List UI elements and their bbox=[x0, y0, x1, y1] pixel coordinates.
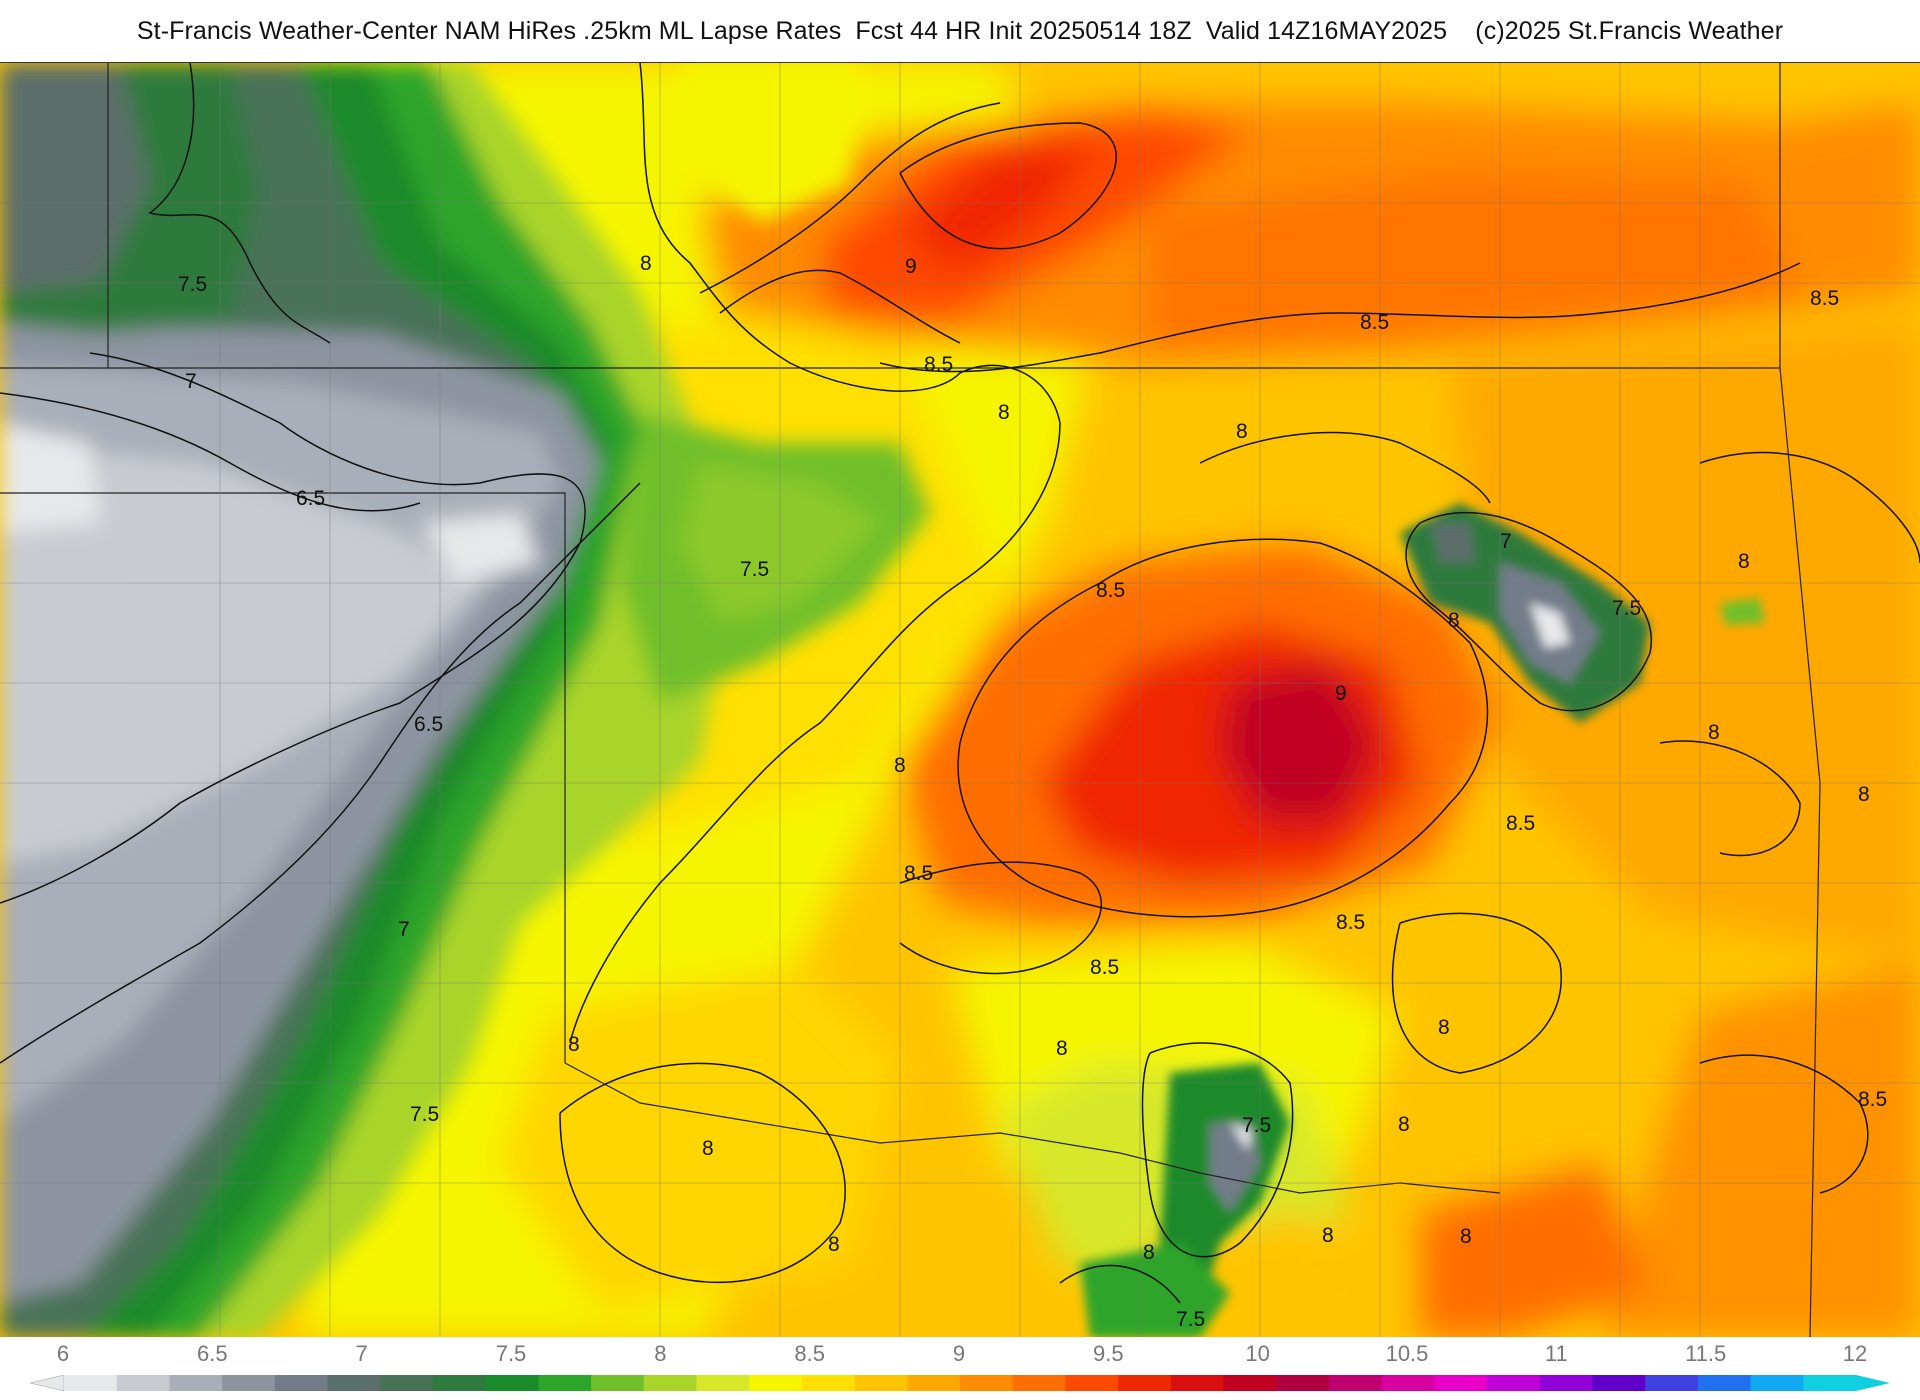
contour-label: 8 bbox=[1398, 1113, 1410, 1136]
colorbar-swatch bbox=[64, 1375, 118, 1391]
colorbar-swatch bbox=[591, 1375, 645, 1391]
county-lines bbox=[0, 63, 1920, 1338]
contour-label: 9 bbox=[1335, 682, 1347, 705]
legend-tick-label: 7.5 bbox=[495, 1341, 527, 1366]
contour-label: 8 bbox=[702, 1137, 714, 1160]
colorbar-swatch bbox=[1592, 1375, 1646, 1391]
west-gradient bbox=[0, 63, 930, 1338]
contour-label: 8.5 bbox=[924, 353, 953, 376]
contour-label: 8 bbox=[640, 252, 652, 275]
legend-tick-label: 11 bbox=[1544, 1341, 1568, 1366]
colorbar-swatch bbox=[696, 1375, 750, 1391]
colorbar-swatch bbox=[1487, 1375, 1541, 1391]
contour-label: 7 bbox=[398, 918, 410, 941]
colorbar-swatch bbox=[327, 1375, 381, 1391]
colorbar-swatch bbox=[1223, 1375, 1277, 1391]
contour-label-layer: 7.5 7 8 9 8.5 8 8.5 8.5 6.5 8 7.5 8.5 9 … bbox=[178, 252, 1887, 1331]
colorbar-swatch bbox=[643, 1375, 697, 1391]
colorbar-swatch bbox=[222, 1375, 276, 1391]
legend-tick-label: 8 bbox=[654, 1341, 667, 1366]
map-panel[interactable]: 7.5 7 8 9 8.5 8 8.5 8.5 6.5 8 7.5 8.5 9 … bbox=[0, 62, 1920, 1338]
colorbar-max-arrow bbox=[1856, 1375, 1890, 1391]
contour-label: 8 bbox=[1438, 1016, 1450, 1039]
contour-label: 8 bbox=[1143, 1241, 1155, 1264]
colorbar-swatch bbox=[1328, 1375, 1383, 1391]
colorbar-swatch bbox=[432, 1375, 487, 1391]
contour-label: 8 bbox=[1236, 420, 1248, 443]
legend-tick-label: 10 bbox=[1245, 1341, 1270, 1366]
colorbar-swatch bbox=[1276, 1375, 1330, 1391]
legend-tick-label: 10.5 bbox=[1385, 1341, 1429, 1366]
colorbar-swatch bbox=[1170, 1375, 1225, 1391]
colorbar bbox=[30, 1375, 1890, 1391]
contour-label: 6.5 bbox=[414, 713, 443, 736]
colorbar-swatch bbox=[538, 1375, 592, 1391]
colorbar-swatch bbox=[749, 1375, 803, 1391]
contour-label: 8 bbox=[998, 401, 1010, 424]
colorbar-swatch bbox=[116, 1375, 170, 1391]
colorbar-swatch bbox=[1381, 1375, 1435, 1391]
contour-label: 8.5 bbox=[1336, 911, 1365, 934]
contour-label: 7 bbox=[1500, 530, 1512, 553]
contour-label: 7.5 bbox=[410, 1103, 439, 1126]
lapse-rate-map[interactable]: 7.5 7 8 9 8.5 8 8.5 8.5 6.5 8 7.5 8.5 9 … bbox=[0, 63, 1920, 1338]
contour-label: 8 bbox=[1056, 1037, 1068, 1060]
map-title: St-Francis Weather-Center NAM HiRes .25k… bbox=[136, 16, 1784, 45]
contour-label: 8.5 bbox=[1506, 812, 1535, 835]
contour-label: 9 bbox=[905, 255, 917, 278]
contour-label: 8 bbox=[568, 1033, 580, 1056]
contour-label: 6.5 bbox=[296, 487, 325, 510]
contour-label: 8.5 bbox=[1096, 579, 1125, 602]
colorbar-min-arrow bbox=[30, 1375, 65, 1391]
contour-label: 8 bbox=[1738, 550, 1750, 573]
colorbar-swatch bbox=[380, 1375, 434, 1391]
contour-label: 8.5 bbox=[1360, 311, 1389, 334]
legend-tick-label: 11.5 bbox=[1685, 1341, 1727, 1366]
colorbar-swatch bbox=[1434, 1375, 1488, 1391]
contour-label: 8 bbox=[1858, 783, 1870, 806]
contour-label: 8.5 bbox=[1810, 287, 1839, 310]
contour-label: 8 bbox=[1448, 609, 1460, 632]
colorbar-swatch bbox=[1645, 1375, 1699, 1391]
contour-label: 7.5 bbox=[178, 273, 207, 296]
colorbar-swatch bbox=[1697, 1375, 1752, 1391]
contour-label: 8 bbox=[1460, 1225, 1472, 1248]
color-legend: 6 6.5 7 7.5 8 8.5 9 9.5 10 10.5 11 11.5 12 bbox=[0, 1337, 1920, 1400]
legend-tick-label: 6.5 bbox=[197, 1341, 228, 1366]
contour-label: 7 bbox=[185, 370, 197, 393]
contour-label: 8 bbox=[828, 1233, 840, 1256]
legend-tick-label: 6 bbox=[56, 1341, 70, 1366]
colorbar-swatch bbox=[169, 1375, 223, 1391]
contour-label: 8.5 bbox=[904, 862, 933, 885]
colorbar-swatch bbox=[1065, 1375, 1119, 1391]
colorbar-swatch bbox=[1803, 1375, 1857, 1391]
colorbar-swatch bbox=[1750, 1375, 1804, 1391]
colorbar-swatch bbox=[1118, 1375, 1172, 1391]
contour-label: 7.5 bbox=[1612, 597, 1641, 620]
contour-label: 7.5 bbox=[740, 558, 769, 581]
legend-tick-label: 9.5 bbox=[1093, 1341, 1124, 1366]
colorbar-swatch bbox=[960, 1375, 1014, 1391]
contour-label: 8 bbox=[1708, 721, 1720, 744]
legend-tick-label: 12 bbox=[1842, 1341, 1868, 1366]
legend-tick-label: 8.5 bbox=[794, 1341, 825, 1366]
colorbar-swatch bbox=[485, 1375, 539, 1391]
colorbar-swatch bbox=[274, 1375, 329, 1391]
legend-tick-label: 9 bbox=[952, 1341, 966, 1366]
colorbar-swatch bbox=[1012, 1375, 1066, 1391]
contour-label: 8.5 bbox=[1858, 1088, 1887, 1111]
legend-tick-label: 7 bbox=[355, 1341, 368, 1366]
contour-label: 8 bbox=[894, 754, 906, 777]
colorbar-swatch bbox=[1539, 1375, 1593, 1391]
contour-label: 7.5 bbox=[1242, 1114, 1271, 1137]
colorbar-swatch bbox=[907, 1375, 961, 1391]
contour-label: 7.5 bbox=[1176, 1308, 1205, 1331]
contour-label: 8 bbox=[1322, 1224, 1334, 1247]
colorbar-swatch bbox=[854, 1375, 908, 1391]
title-bar: St-Francis Weather-Center NAM HiRes .25k… bbox=[0, 0, 1920, 62]
colorbar-swatch bbox=[801, 1375, 856, 1391]
contour-label: 8.5 bbox=[1090, 956, 1119, 979]
storm-cells bbox=[1080, 503, 1765, 1338]
contour-lines bbox=[0, 63, 1920, 1304]
